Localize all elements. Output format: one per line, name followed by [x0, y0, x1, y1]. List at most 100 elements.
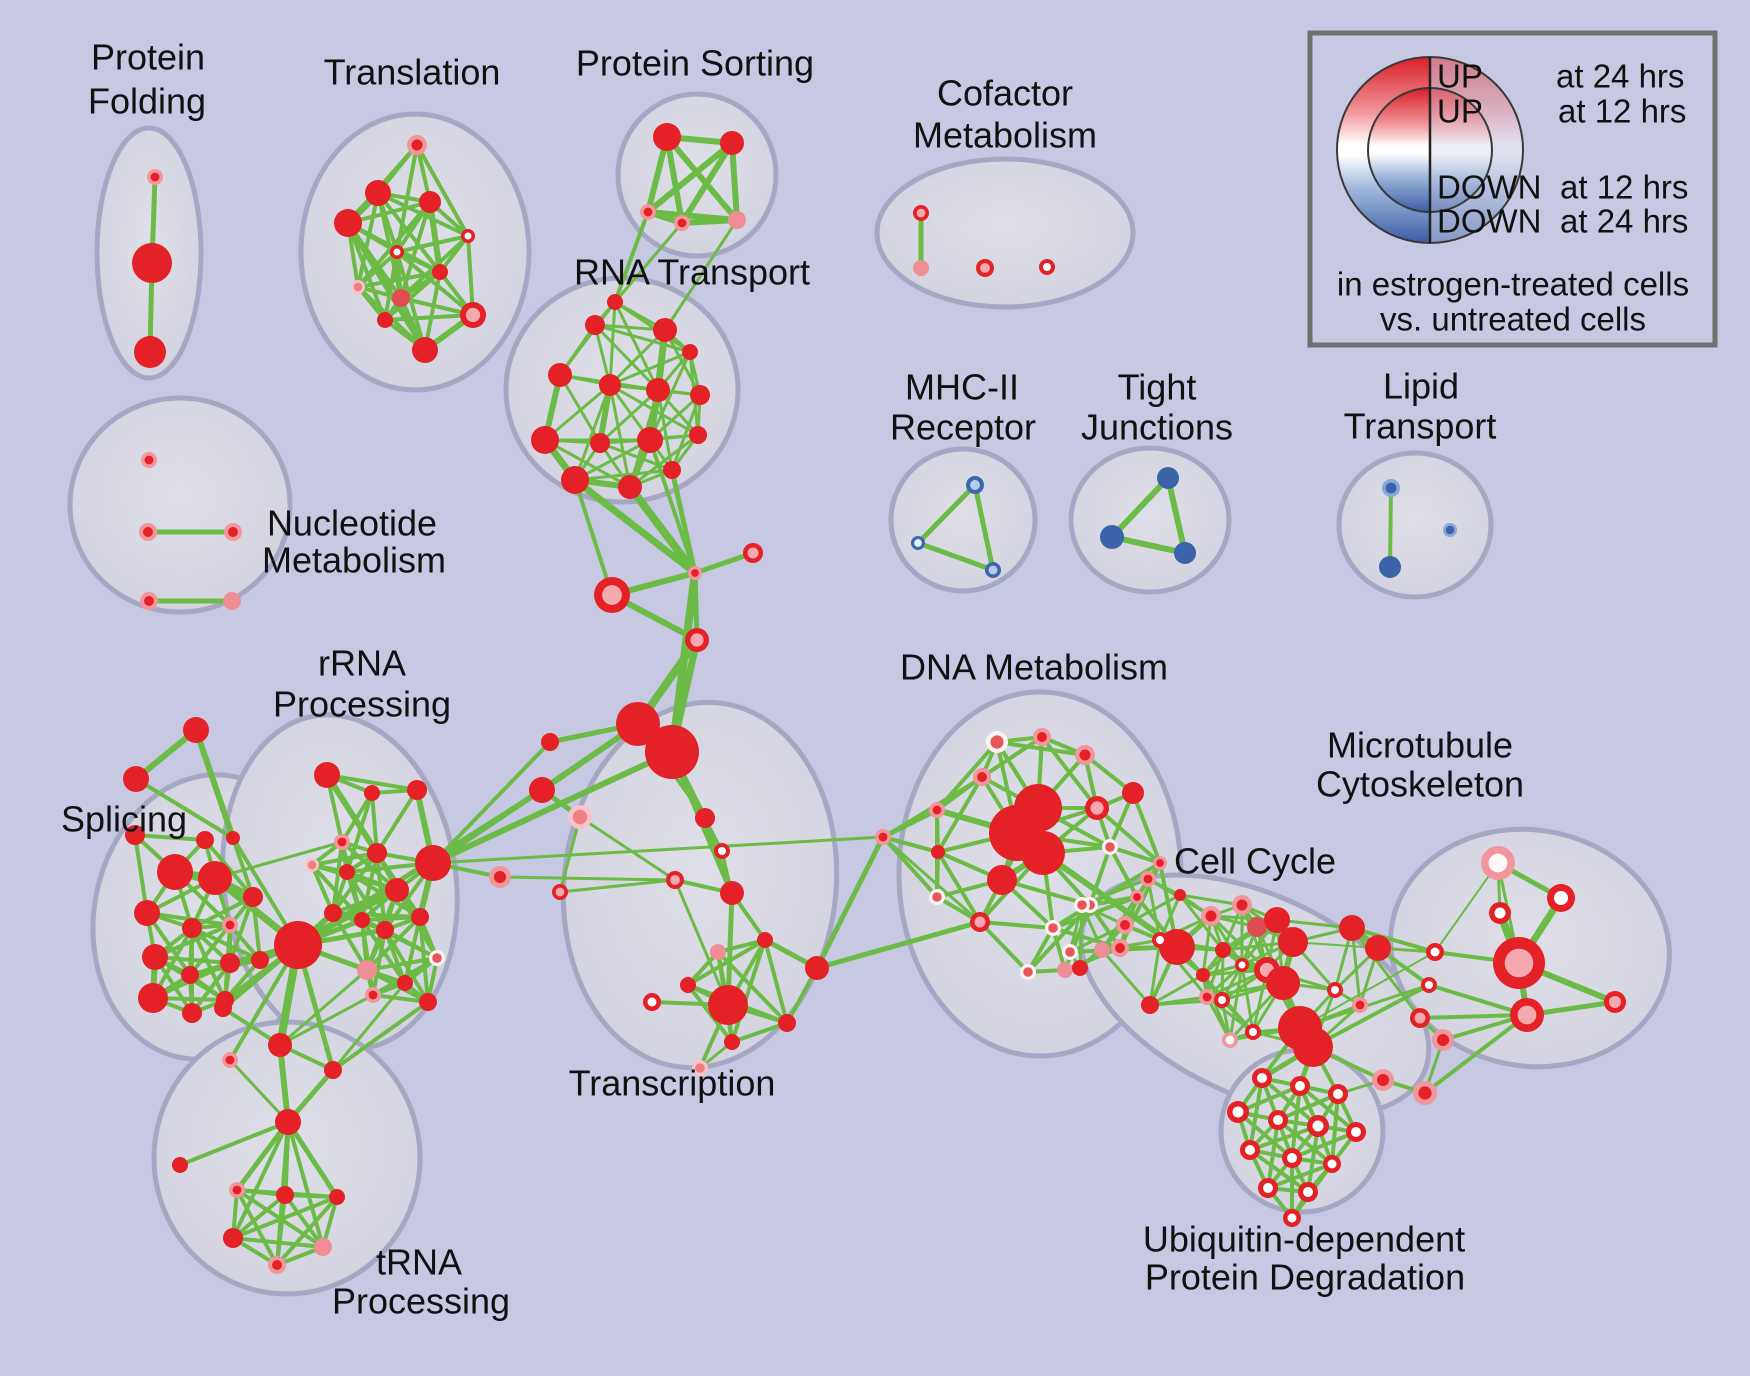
network-node-core: [670, 875, 680, 885]
network-node-core: [1287, 1213, 1297, 1223]
legend-entry-label-0: UP: [1437, 58, 1483, 95]
network-edge: [1418, 1013, 1529, 1020]
network-edge: [1109, 475, 1171, 540]
network-node-core: [225, 920, 235, 930]
network-edge: [1240, 963, 1255, 1034]
network-node-trna: [276, 1186, 294, 1204]
legend-entry-label-4: in estrogen-treated cells: [1337, 266, 1689, 303]
network-node-core: [1517, 1005, 1537, 1025]
network-edge: [371, 928, 387, 997]
network-node-cc: [1174, 889, 1186, 901]
network-edge: [383, 270, 442, 322]
network-node-spl: [125, 825, 145, 845]
network-node-spl: [182, 1003, 202, 1023]
network-node-core: [144, 455, 154, 465]
network-node-core: [1218, 996, 1226, 1004]
network-edge: [331, 1000, 430, 1072]
network-node-core: [916, 208, 926, 218]
network-node-core: [1351, 1127, 1361, 1137]
network-edge: [430, 749, 675, 866]
network-edge: [936, 850, 982, 924]
cluster-ellipse-lipid-transport: [1336, 450, 1494, 600]
network-edge: [1088, 845, 1112, 907]
network-edge: [608, 350, 692, 387]
network-node-rt: [561, 466, 589, 494]
network-edge: [730, 1021, 789, 1044]
network-node-core: [1425, 981, 1433, 989]
cluster-label-microtubule-cytoskeleton: Cytoskeleton: [1316, 764, 1524, 805]
network-node-rr: [376, 921, 394, 939]
network-edge: [1026, 926, 1055, 974]
network-edge: [395, 250, 475, 317]
network-edge: [285, 1119, 340, 1200]
network-edge: [543, 383, 612, 442]
network-node-core: [980, 263, 990, 273]
network-node-rt: [689, 426, 707, 444]
network-node-rt: [637, 427, 663, 453]
network-node-core: [1414, 1012, 1426, 1024]
network-node-spl: [220, 953, 240, 973]
network-node-core: [1257, 1073, 1267, 1083]
network-node-core: [1225, 1035, 1235, 1045]
network-node-rt: [607, 294, 623, 310]
cluster-label-nucleotide-metabolism: Metabolism: [262, 540, 446, 581]
network-node-rr: [339, 864, 355, 880]
network-edge: [1228, 963, 1244, 1042]
network-node-spl: [142, 944, 168, 970]
network-node-rt: [599, 374, 621, 396]
network-node-core: [555, 887, 565, 897]
network-edge: [190, 961, 232, 1015]
network-edge: [1040, 850, 1180, 950]
network-node-core: [1263, 1183, 1273, 1193]
network-edge: [423, 270, 442, 352]
network-edge: [573, 383, 612, 482]
network-node-core: [228, 527, 238, 537]
network-edge: [286, 1120, 325, 1249]
network-node-core: [1120, 920, 1130, 930]
network-edge: [345, 220, 428, 353]
network-edge: [1100, 948, 1152, 1007]
network-node-core: [1232, 1106, 1244, 1118]
network-node-cc: [1365, 935, 1391, 961]
network-node-dna: [1159, 929, 1195, 965]
network-edge: [598, 388, 660, 445]
network-edge: [228, 1058, 290, 1124]
network-edge: [578, 815, 677, 882]
network-edge: [1311, 983, 1431, 1049]
network-edge: [325, 773, 419, 792]
network-edge: [356, 191, 380, 289]
legend-entry-time-0: at 24 hrs: [1556, 58, 1684, 95]
network-edge: [1266, 1162, 1334, 1190]
network-node-core: [1303, 1187, 1313, 1197]
cluster-label-protein-folding: Folding: [88, 81, 206, 122]
network-edge: [1080, 903, 1104, 952]
network-node-core: [1065, 947, 1075, 957]
network-edge: [978, 920, 1030, 974]
network-edge: [558, 878, 677, 894]
network-node-core: [1115, 943, 1125, 953]
network-node-core: [647, 997, 657, 1007]
network-node-tri: [183, 717, 209, 743]
network-node-cc: [1339, 915, 1365, 941]
cluster-label-cofactor-metabolism: Metabolism: [913, 115, 1097, 156]
network-edge: [1350, 926, 1422, 1020]
network-edge: [1108, 845, 1139, 899]
network-node-rr: [415, 845, 451, 881]
network-node-cc: [1215, 942, 1231, 958]
network-node-tj: [1174, 542, 1196, 564]
network-node-core: [1236, 899, 1248, 911]
network-node-core: [1273, 1115, 1283, 1125]
network-node-tj: [1157, 467, 1179, 489]
network-node-rt: [653, 318, 677, 342]
network-node-tr: [377, 312, 393, 328]
network-node-core: [914, 539, 922, 547]
network-node-core: [1608, 995, 1622, 1009]
network-node-core: [1436, 1033, 1450, 1047]
cluster-label-tight-junctions: Junctions: [1081, 407, 1233, 448]
network-node-core: [232, 1185, 242, 1195]
network-node-rt: [663, 461, 681, 479]
network-edge: [498, 875, 677, 882]
network-node-core: [1105, 842, 1115, 852]
network-node-cc: [1141, 996, 1159, 1014]
network-node-ps: [653, 123, 681, 151]
